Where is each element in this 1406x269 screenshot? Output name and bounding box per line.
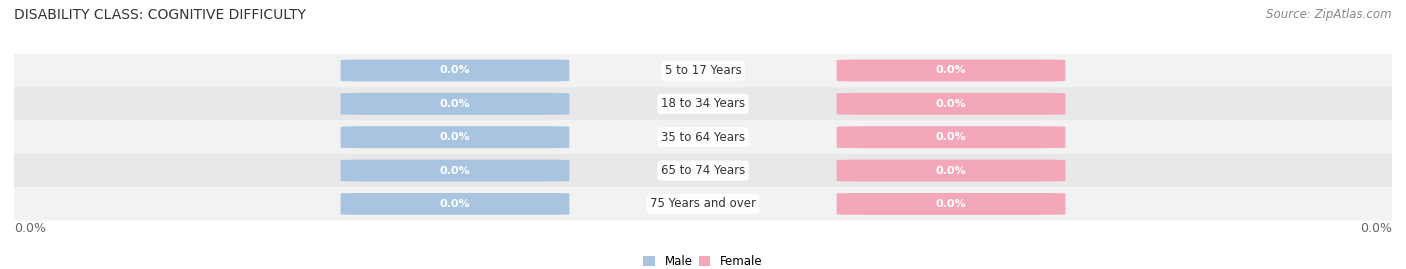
- Text: 0.0%: 0.0%: [440, 165, 470, 176]
- FancyBboxPatch shape: [837, 193, 1066, 215]
- Text: 18 to 34 Years: 18 to 34 Years: [661, 97, 745, 110]
- Text: 0.0%: 0.0%: [440, 199, 470, 209]
- Text: 0.0%: 0.0%: [936, 165, 966, 176]
- FancyBboxPatch shape: [837, 93, 1066, 115]
- Text: 0.0%: 0.0%: [440, 65, 470, 76]
- Text: 5 to 17 Years: 5 to 17 Years: [665, 64, 741, 77]
- Text: Source: ZipAtlas.com: Source: ZipAtlas.com: [1267, 8, 1392, 21]
- Text: 35 to 64 Years: 35 to 64 Years: [661, 131, 745, 144]
- Text: 0.0%: 0.0%: [936, 65, 966, 76]
- Text: 0.0%: 0.0%: [936, 132, 966, 142]
- Text: DISABILITY CLASS: COGNITIVE DIFFICULTY: DISABILITY CLASS: COGNITIVE DIFFICULTY: [14, 8, 307, 22]
- FancyBboxPatch shape: [340, 193, 569, 215]
- Text: 0.0%: 0.0%: [936, 199, 966, 209]
- Text: 0.0%: 0.0%: [1360, 222, 1392, 235]
- FancyBboxPatch shape: [340, 59, 569, 82]
- Text: 75 Years and over: 75 Years and over: [650, 197, 756, 210]
- FancyBboxPatch shape: [837, 126, 1066, 148]
- Text: 0.0%: 0.0%: [440, 132, 470, 142]
- Text: 0.0%: 0.0%: [440, 99, 470, 109]
- Legend: Male, Female: Male, Female: [644, 255, 762, 268]
- FancyBboxPatch shape: [340, 93, 569, 115]
- Text: 0.0%: 0.0%: [936, 99, 966, 109]
- FancyBboxPatch shape: [340, 126, 569, 148]
- FancyBboxPatch shape: [14, 154, 1392, 187]
- FancyBboxPatch shape: [340, 160, 569, 182]
- FancyBboxPatch shape: [14, 54, 1392, 87]
- FancyBboxPatch shape: [14, 187, 1392, 221]
- Text: 0.0%: 0.0%: [14, 222, 46, 235]
- FancyBboxPatch shape: [837, 160, 1066, 182]
- Text: 65 to 74 Years: 65 to 74 Years: [661, 164, 745, 177]
- FancyBboxPatch shape: [14, 87, 1392, 121]
- FancyBboxPatch shape: [837, 59, 1066, 82]
- FancyBboxPatch shape: [14, 121, 1392, 154]
